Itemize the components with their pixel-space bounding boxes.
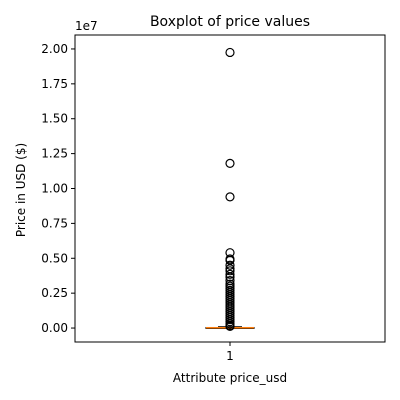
- y-tick-label: 1.75: [41, 77, 68, 91]
- y-tick-label: 2.00: [41, 42, 68, 56]
- chart-title: Boxplot of price values: [150, 14, 310, 30]
- y-tick-label: 0.25: [41, 286, 68, 300]
- y-tick-label: 1.00: [41, 182, 68, 196]
- y-tick-label: 1.25: [41, 147, 68, 161]
- x-tick-label: 1: [226, 349, 234, 363]
- y-offset-label: 1e7: [75, 19, 98, 33]
- y-tick-label: 0.50: [41, 251, 68, 265]
- x-axis-label: Attribute price_usd: [173, 371, 287, 385]
- y-axis-label: Price in USD ($): [14, 143, 28, 237]
- y-tick-label: 0.00: [41, 321, 68, 335]
- y-tick-label: 0.75: [41, 216, 68, 230]
- y-tick-label: 1.50: [41, 112, 68, 126]
